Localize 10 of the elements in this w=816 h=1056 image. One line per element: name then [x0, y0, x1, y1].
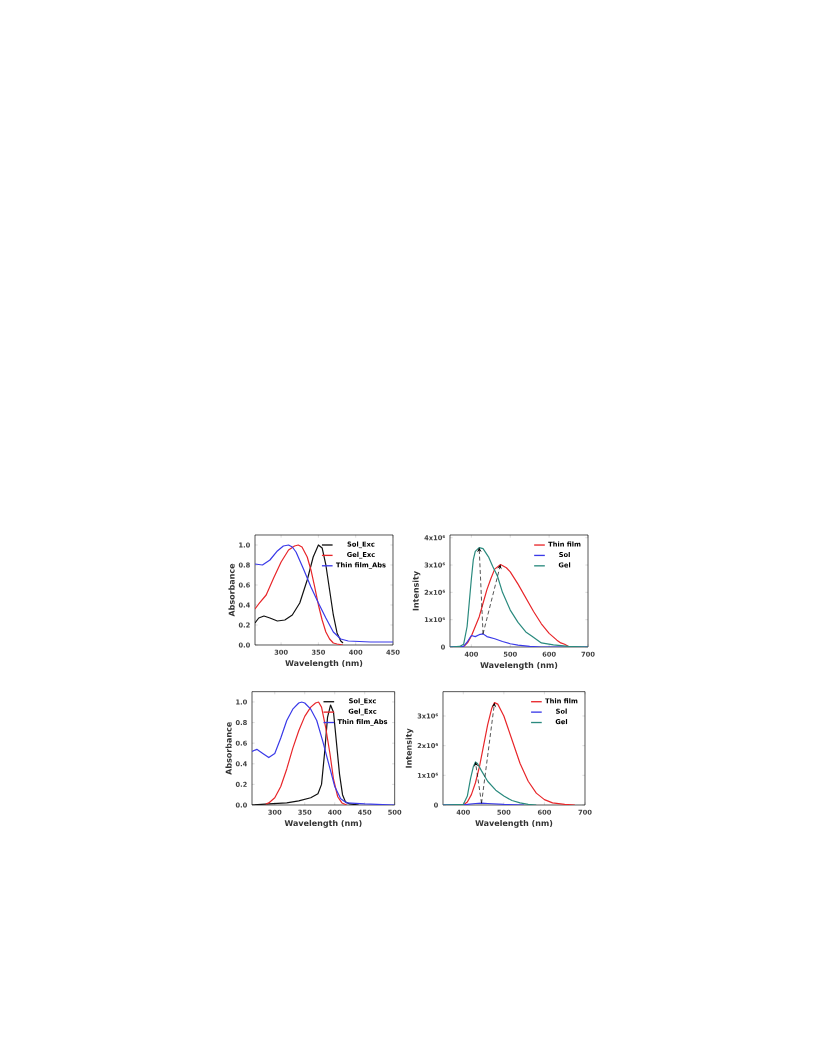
- x-axis-title: Wavelength (nm): [480, 661, 558, 670]
- y-axis-title: Intensity: [412, 571, 421, 611]
- x-axis-title: Wavelength (nm): [475, 819, 553, 828]
- line-series: [450, 546, 588, 647]
- y-axis-title: Absorbance: [225, 722, 232, 775]
- line-series: [443, 761, 537, 805]
- x-axis-title: Wavelength (nm): [285, 659, 363, 668]
- x-axis-title: Wavelength (nm): [284, 819, 362, 828]
- y-axis-title: Absorbance: [228, 563, 235, 617]
- y-axis-title: Intensity: [405, 728, 414, 768]
